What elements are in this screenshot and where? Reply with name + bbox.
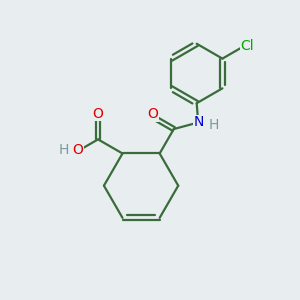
- Text: N: N: [194, 116, 204, 130]
- Text: O: O: [93, 106, 104, 121]
- Text: Cl: Cl: [241, 39, 254, 53]
- Text: O: O: [73, 143, 83, 157]
- Text: H: H: [59, 143, 69, 157]
- Text: H: H: [208, 118, 219, 132]
- Text: O: O: [148, 107, 158, 121]
